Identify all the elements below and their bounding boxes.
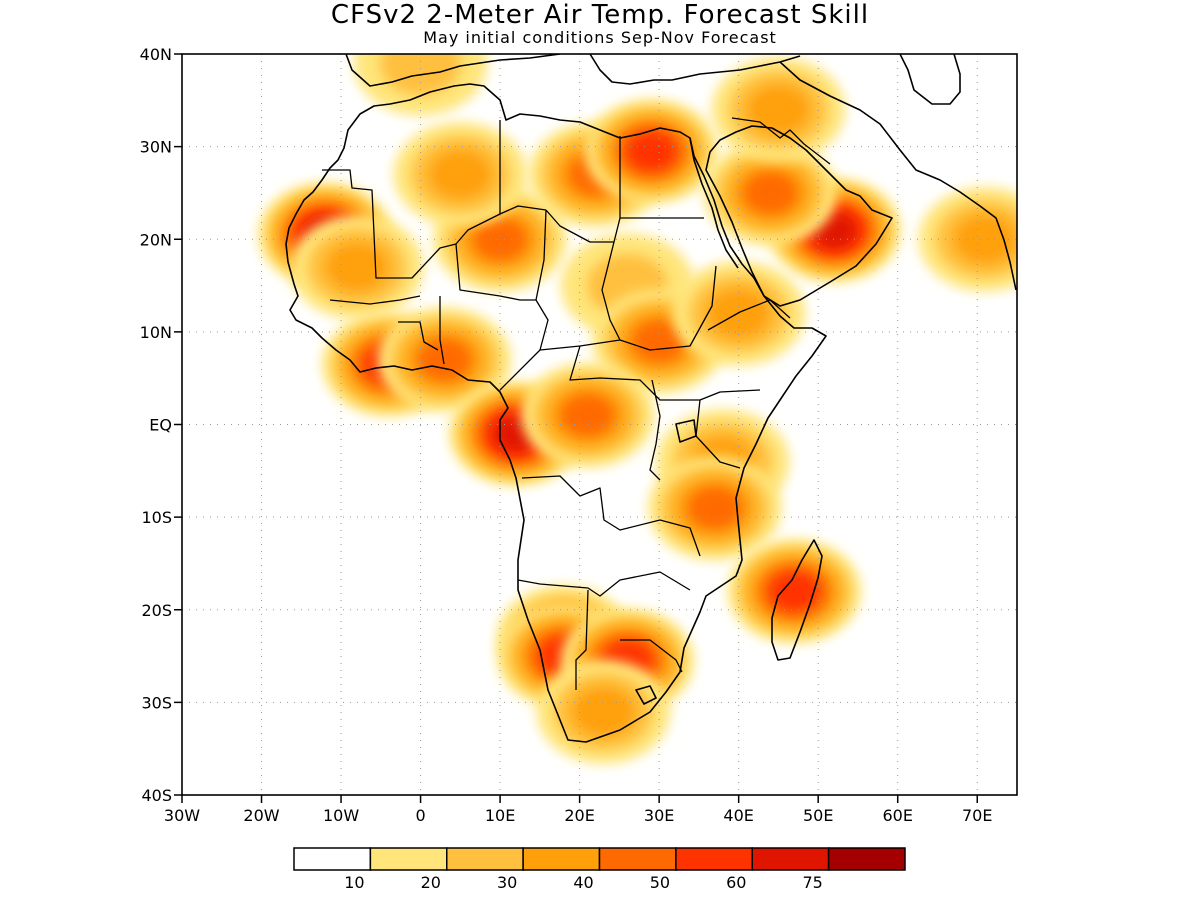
coastlines-and-borders bbox=[285, 54, 1017, 743]
lon-tick-label-0: 30W bbox=[164, 806, 200, 825]
skill-region-1-band-2 bbox=[325, 242, 389, 292]
colorbar-swatch-3 bbox=[522, 847, 601, 871]
colorbar: 10 20 30 40 50 60 75 bbox=[293, 847, 906, 892]
colorbar-label-6: 75 bbox=[802, 873, 822, 892]
political-borders bbox=[322, 117, 831, 690]
europe-coastline bbox=[345, 54, 801, 87]
colorbar-swatch-1 bbox=[369, 847, 448, 871]
colorbar-label-3: 40 bbox=[573, 873, 593, 892]
skill-region-7-band-3 bbox=[743, 171, 798, 215]
skill-region-16-band-3 bbox=[687, 486, 742, 530]
arabia-coastline bbox=[705, 125, 893, 307]
colorbar-swatch-2 bbox=[446, 847, 524, 871]
skill-region-21-band-4 bbox=[769, 572, 819, 611]
caspian-coastline bbox=[899, 54, 961, 105]
lon-tick-label-5: 20E bbox=[564, 806, 594, 825]
map-subtitle: May initial conditions Sep-Nov Forecast bbox=[423, 28, 777, 47]
colorbar-swatch-6 bbox=[751, 847, 830, 871]
colorbar-label-1: 20 bbox=[421, 873, 441, 892]
skill-region-8-band-2 bbox=[746, 84, 810, 135]
africa-coastline bbox=[285, 83, 827, 743]
lat-tick-label-8: 40S bbox=[141, 786, 172, 805]
lat-tick-label-1: 30N bbox=[140, 138, 172, 157]
colorbar-swatch-4 bbox=[598, 847, 677, 871]
colorbar-label-2: 30 bbox=[497, 873, 517, 892]
lat-tick-label-6: 20S bbox=[141, 601, 172, 620]
lat-tick-label-4: EQ bbox=[149, 416, 172, 435]
lon-tick-label-2: 10W bbox=[323, 806, 359, 825]
lat-tick-label-2: 20N bbox=[140, 230, 172, 249]
skill-region-12-band-3 bbox=[417, 338, 472, 381]
colorbar-label-0: 10 bbox=[344, 873, 364, 892]
map-title: CFSv2 2-Meter Air Temp. Forecast Skill bbox=[330, 0, 870, 30]
colorbar-swatch-5 bbox=[675, 847, 753, 871]
lat-tick-label-7: 30S bbox=[141, 693, 172, 712]
lon-tick-label-8: 50E bbox=[803, 806, 833, 825]
colorbar-swatch-7 bbox=[827, 847, 906, 871]
skill-region-23-band-1 bbox=[380, 54, 461, 95]
skill-region-2-band-3 bbox=[473, 218, 528, 261]
lake-victoria bbox=[675, 419, 697, 443]
asia-coastline bbox=[779, 61, 1017, 291]
lon-tick-label-7: 40E bbox=[723, 806, 753, 825]
colorbar-swatch-0 bbox=[293, 847, 372, 871]
lon-tick-label-1: 20W bbox=[243, 806, 279, 825]
red-sea-west-shore bbox=[689, 137, 739, 269]
skill-region-24-band-2 bbox=[953, 214, 1017, 264]
skill-region-3-band-2 bbox=[428, 149, 492, 200]
lon-tick-label-3: 0 bbox=[415, 806, 425, 825]
colorbar-label-4: 50 bbox=[650, 873, 670, 892]
lon-tick-label-9: 60E bbox=[882, 806, 912, 825]
lesotho-border bbox=[635, 685, 657, 705]
lat-tick-label-0: 40N bbox=[140, 45, 172, 64]
skill-region-5-band-4 bbox=[626, 132, 676, 171]
colorbar-label-5: 60 bbox=[726, 873, 746, 892]
lat-tick-label-3: 10N bbox=[140, 323, 172, 342]
skill-region-14-band-3 bbox=[560, 394, 615, 437]
skill-region-20-band-2 bbox=[572, 687, 635, 737]
lon-tick-label-6: 30E bbox=[644, 806, 674, 825]
lat-tick-label-5: 10S bbox=[141, 508, 172, 527]
madagascar-coastline bbox=[771, 539, 823, 661]
lon-tick-label-10: 70E bbox=[962, 806, 992, 825]
lon-tick-label-4: 10E bbox=[485, 806, 515, 825]
